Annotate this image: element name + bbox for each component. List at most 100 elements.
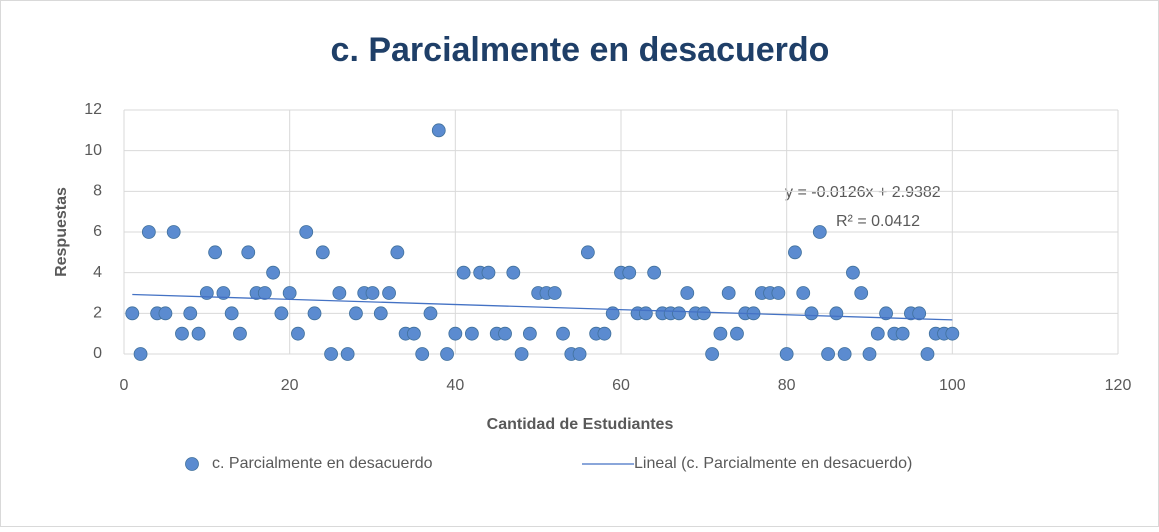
point — [713, 326, 728, 341]
point — [464, 326, 479, 341]
trendline — [132, 293, 953, 321]
point — [175, 326, 189, 341]
point — [879, 306, 893, 321]
x-axis-label: Cantidad de Estudiantes — [487, 416, 674, 433]
point — [216, 286, 231, 300]
x-tick-label: 40 — [446, 377, 464, 394]
point — [125, 306, 140, 321]
point — [307, 306, 322, 321]
point — [241, 245, 256, 260]
point — [498, 326, 512, 341]
point — [233, 326, 247, 341]
point — [580, 245, 595, 260]
point — [224, 306, 239, 321]
point — [572, 347, 587, 361]
point — [315, 245, 330, 260]
point — [945, 326, 960, 341]
point — [522, 326, 537, 341]
legend-label: Lineal (c. Parcialmente en desacuerdo) — [634, 455, 912, 472]
point — [257, 286, 272, 300]
point — [771, 286, 786, 300]
point — [638, 306, 653, 321]
x-tick-label: 80 — [778, 377, 796, 394]
point — [208, 245, 223, 260]
point — [846, 265, 860, 280]
point — [796, 286, 811, 300]
trend-r-squared: R² = 0.0412 — [836, 213, 920, 230]
point — [440, 347, 454, 361]
point — [721, 286, 736, 300]
x-tick-label: 120 — [1105, 377, 1132, 394]
point — [382, 286, 396, 300]
point — [324, 347, 338, 361]
point — [854, 286, 869, 300]
point — [837, 347, 852, 361]
point — [647, 265, 662, 280]
point — [812, 225, 827, 239]
point — [340, 347, 355, 361]
point — [862, 347, 877, 361]
point — [423, 306, 438, 321]
legend-label: c. Parcialmente en desacuerdo — [212, 455, 433, 472]
point — [373, 306, 388, 321]
point — [556, 326, 570, 341]
point — [788, 245, 802, 260]
point — [133, 347, 148, 361]
point — [299, 225, 314, 239]
point — [547, 286, 562, 300]
point — [696, 306, 711, 321]
point — [448, 326, 463, 341]
point — [166, 225, 181, 239]
y-tick-label: 4 — [93, 264, 102, 281]
point — [912, 306, 927, 321]
legend-marker — [185, 457, 199, 471]
point — [514, 347, 529, 361]
point — [274, 306, 289, 321]
x-tick-label: 0 — [120, 377, 129, 394]
point — [141, 225, 156, 239]
x-tick-label: 60 — [612, 377, 630, 394]
point — [779, 347, 794, 361]
point — [456, 265, 471, 280]
point — [622, 265, 637, 280]
trend-equation: y = -0.0126x + 2.9382 — [785, 184, 941, 201]
point — [415, 347, 430, 361]
point — [291, 326, 305, 341]
y-tick-label: 10 — [84, 142, 102, 159]
point — [870, 326, 885, 341]
point — [349, 306, 363, 321]
point — [481, 265, 496, 280]
point — [804, 306, 819, 321]
point — [597, 326, 612, 341]
point — [407, 326, 421, 341]
x-tick-label: 100 — [939, 377, 966, 394]
point — [506, 265, 521, 280]
y-tick-label: 12 — [84, 101, 102, 118]
chart-title: c. Parcialmente en desacuerdo — [331, 31, 830, 69]
point — [920, 347, 935, 361]
y-tick-label: 6 — [93, 223, 102, 240]
y-tick-label: 0 — [93, 345, 102, 362]
point — [672, 306, 686, 321]
point — [680, 286, 695, 300]
x-tick-label: 20 — [281, 377, 299, 394]
point — [365, 286, 380, 300]
y-axis-label: Respuestas — [53, 187, 70, 277]
y-tick-label: 8 — [93, 183, 102, 200]
point — [332, 286, 347, 300]
point — [895, 326, 910, 341]
point — [829, 306, 844, 321]
point — [282, 286, 297, 300]
point — [705, 347, 720, 361]
point — [266, 265, 281, 280]
y-tick-label: 2 — [93, 305, 102, 322]
point — [821, 347, 835, 361]
point — [730, 326, 744, 341]
point — [158, 306, 173, 321]
point — [183, 306, 198, 321]
point — [390, 245, 405, 260]
point — [191, 326, 206, 341]
